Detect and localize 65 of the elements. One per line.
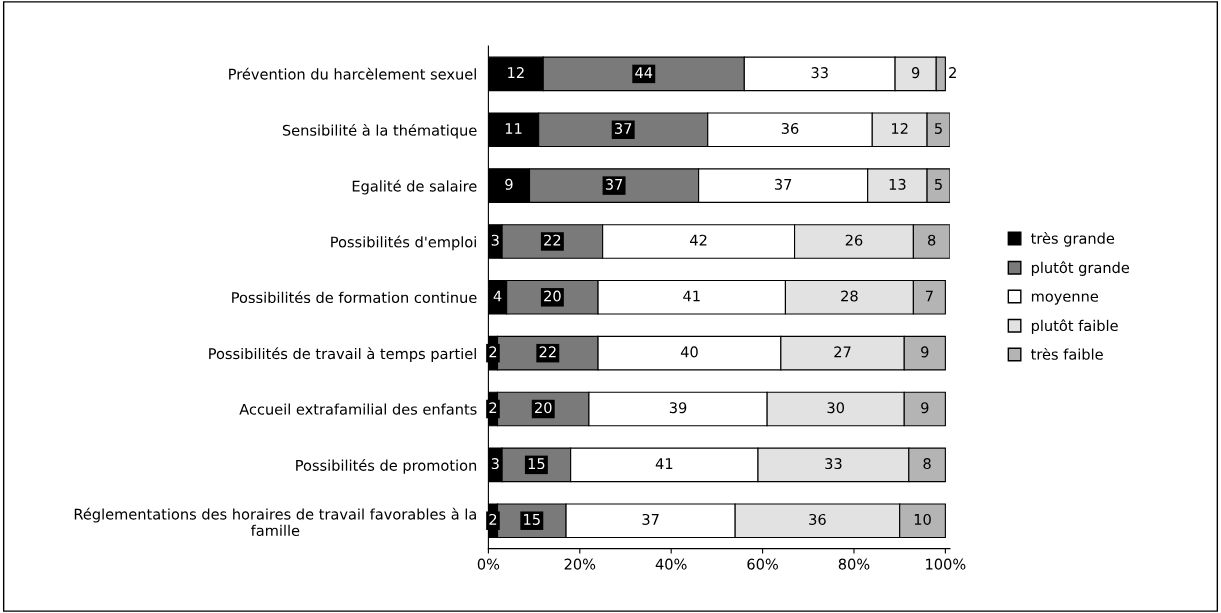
data-label: 10 [914,513,931,525]
data-label: 8 [923,458,931,470]
data-label: 12 [508,67,524,78]
y-tick-label: Egalité de salaire [352,179,477,195]
data-label: 2 [949,67,956,78]
data-label: 28 [841,290,858,302]
data-label: 37 [774,178,792,190]
data-label: 37 [605,178,623,190]
data-label: 2 [489,513,497,525]
data-label: 36 [781,122,799,134]
x-tick-label: 40% [655,558,687,570]
data-label: 8 [928,234,936,246]
y-tick-label: Possibilités de promotion [296,459,477,474]
y-tick-label: Possibilités d'emploi [331,235,476,251]
y-tick-label: Sensibilité à la thématique [282,123,477,139]
data-label: 41 [655,458,673,469]
legend-label: plutôt faible [1031,319,1118,334]
data-label: 27 [834,346,851,358]
y-tick-label: Réglementations des horaires de travail favorables à la famille [74,507,476,537]
data-label: 3 [491,234,499,246]
data-label: 11 [505,123,522,134]
data-label: 3 [491,458,499,470]
x-tick-label: 20% [564,558,596,570]
legend-label: moyenne [1031,293,1099,305]
data-label: 22 [544,234,561,246]
data-label: 2 [489,402,497,414]
x-tick-label: 0% [477,558,500,570]
y-tick-label: Possibilités de formation continue [232,291,477,304]
x-tick-label: 100% [926,558,966,570]
data-label: 5 [935,178,942,190]
data-label: 9 [921,402,929,414]
data-label: 44 [635,67,653,78]
data-label: 42 [690,234,707,246]
data-label: 13 [889,178,906,190]
data-label: 33 [825,458,842,470]
data-label: 26 [845,234,863,246]
data-label: 33 [811,67,828,79]
x-tick-label: 60% [747,558,778,570]
data-label: 4 [493,290,502,302]
data-label: 7 [925,290,933,302]
data-label: 41 [683,290,700,302]
y-tick-label: Prévention du harcèlement sexuel [229,67,476,80]
data-label: 40 [680,346,698,358]
data-label: 9 [921,346,929,358]
data-label: 15 [524,514,540,525]
data-label: 30 [827,402,845,414]
data-label: 12 [891,122,908,134]
legend-label: plutôt grande [1031,261,1130,276]
data-label: 9 [505,178,513,190]
data-label: 37 [615,122,632,134]
x-tick-label: 80% [838,558,870,570]
data-label: 5 [935,123,942,134]
data-label: 39 [669,402,687,414]
data-label: 22 [539,346,556,358]
data-label: 15 [528,458,545,470]
data-label: 9 [911,67,920,79]
legend-label: très grande [1031,231,1115,247]
data-label: 20 [544,290,561,302]
data-label: 37 [642,513,659,525]
y-tick-label: Accueil extrafamilial des enfants [239,403,477,415]
legend-label: très faible [1031,347,1103,360]
data-label: 20 [535,402,552,414]
y-tick-label: Possibilités de travail à temps partiel [209,347,476,363]
data-label: 2 [489,346,497,358]
data-label: 36 [809,513,826,525]
